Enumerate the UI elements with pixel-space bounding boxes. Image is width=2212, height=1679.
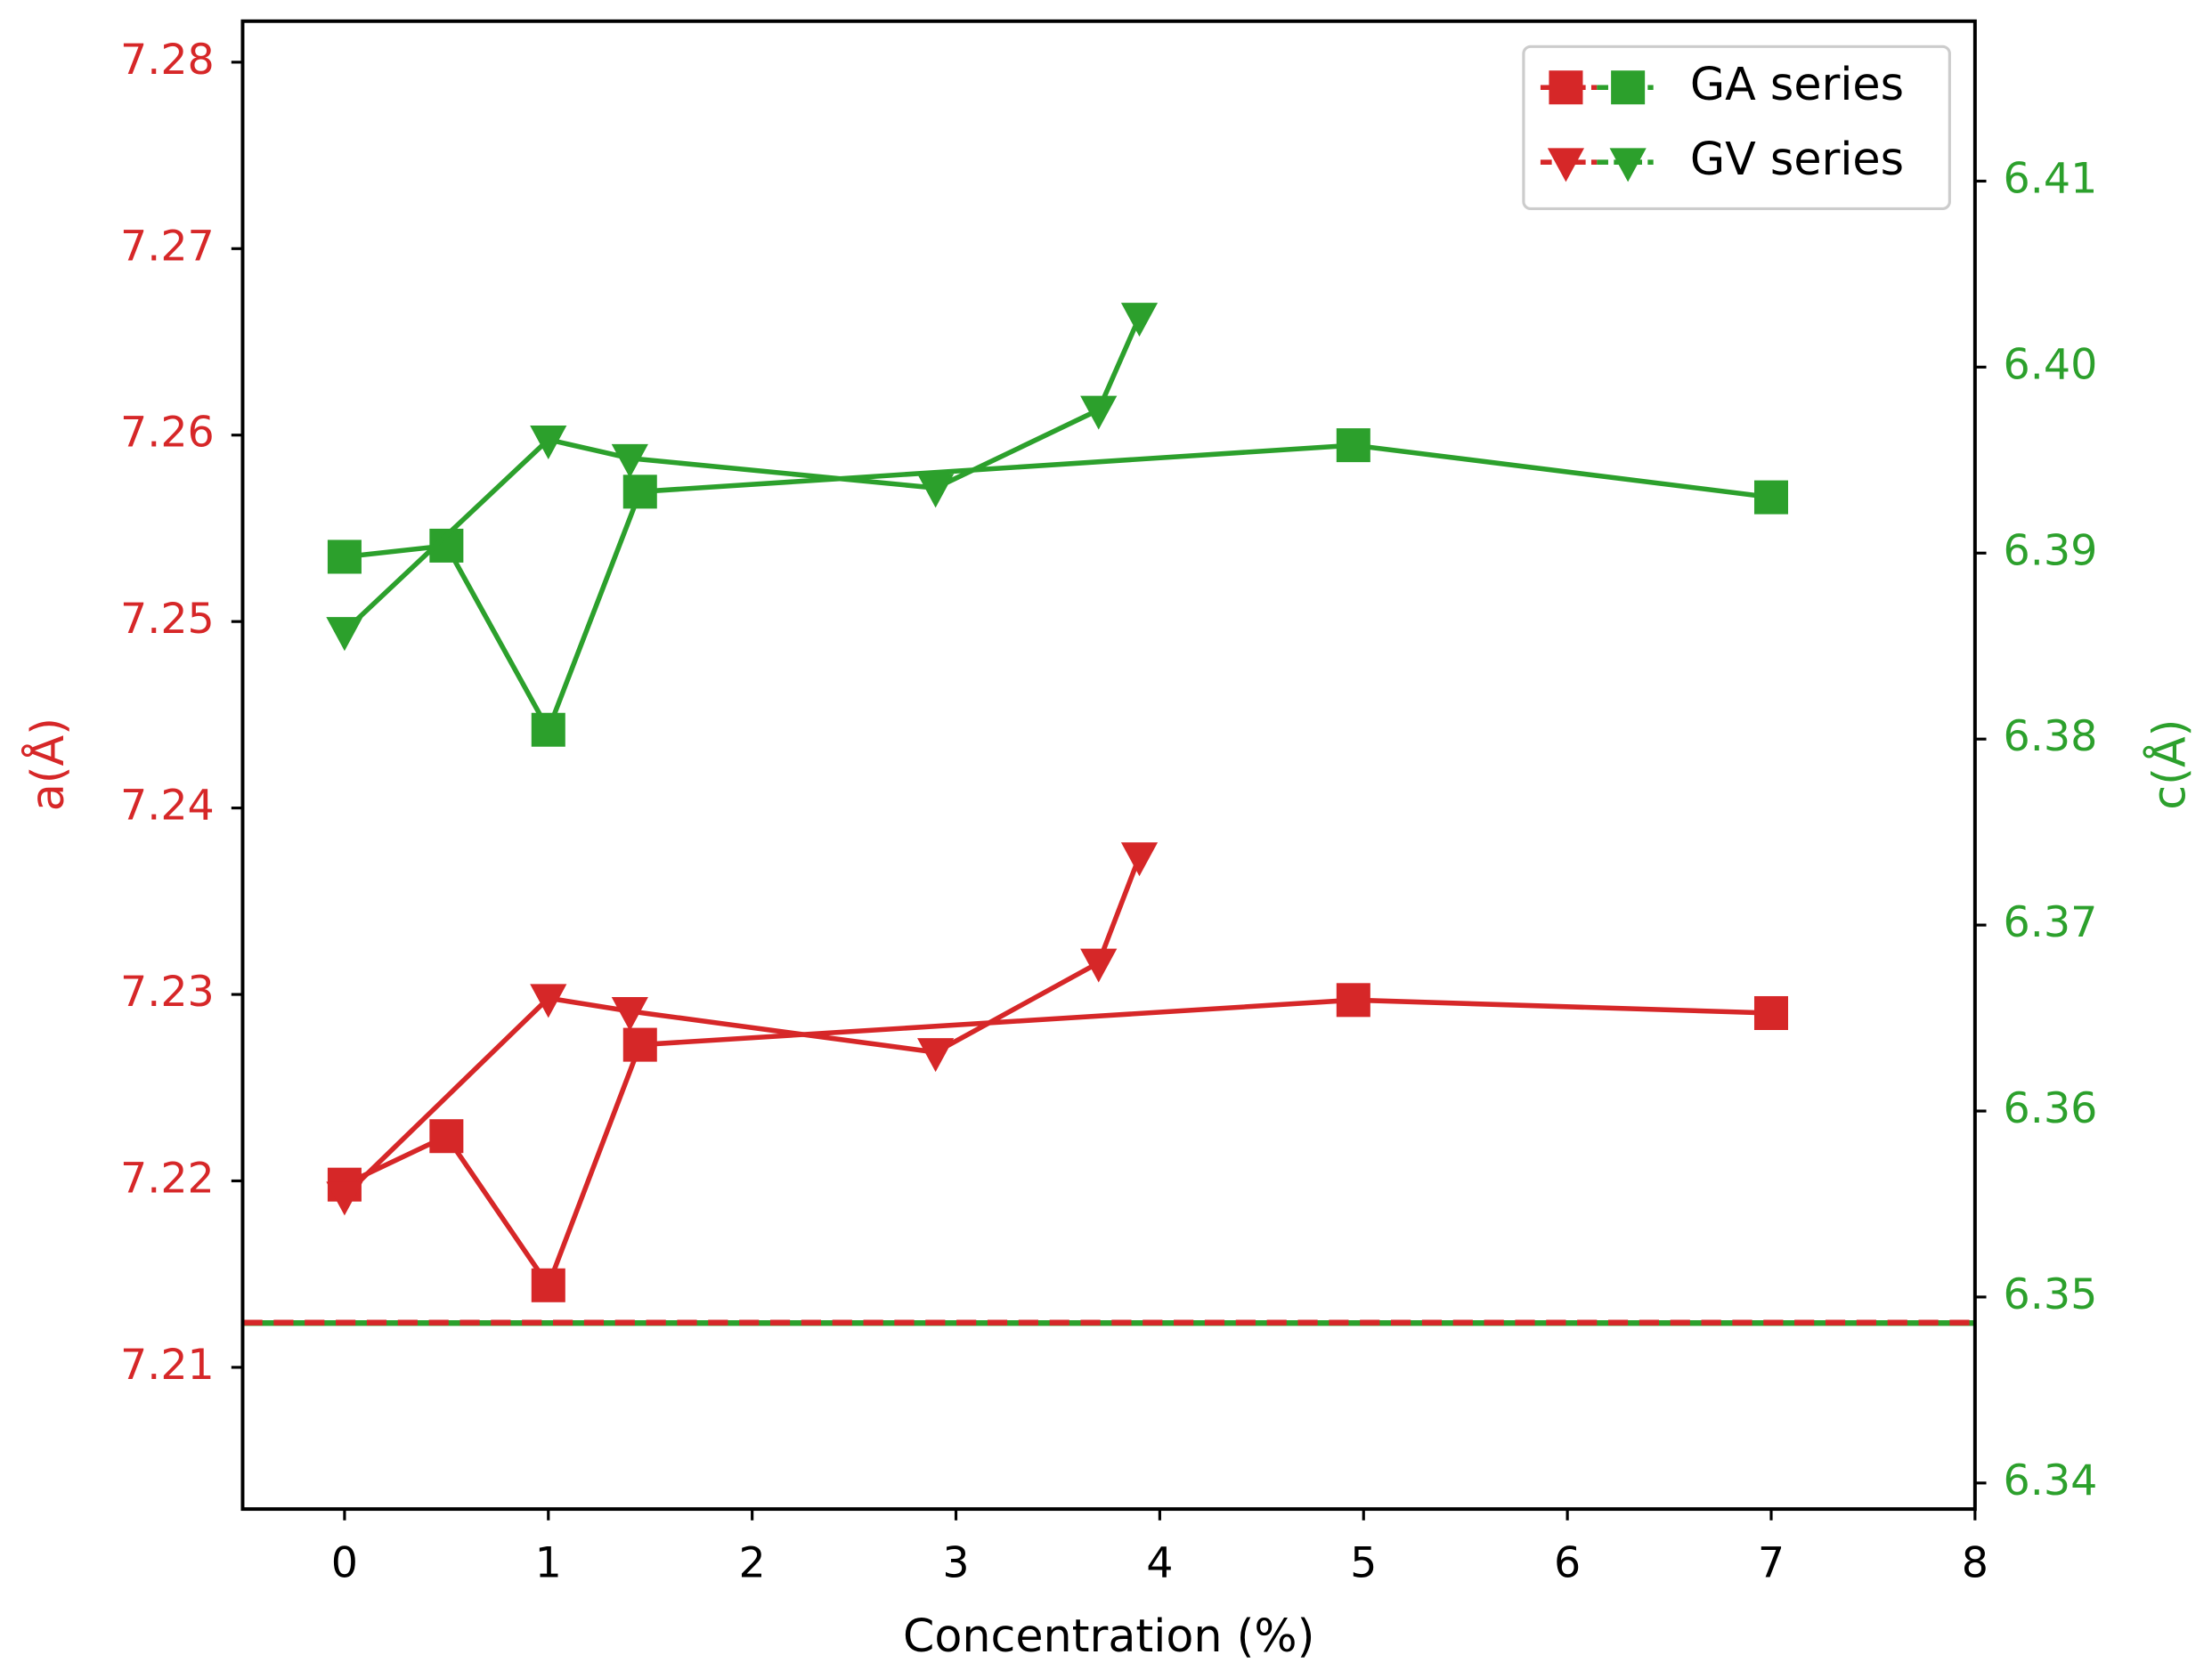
marker	[327, 539, 362, 574]
y2-tick-label: 6.34	[2004, 1456, 2098, 1505]
legend-marker	[1547, 148, 1585, 182]
marker	[917, 1038, 955, 1073]
marker	[530, 984, 567, 1018]
legend-marker	[1611, 70, 1646, 105]
y-tick-label: 7.22	[120, 1154, 215, 1203]
y2-tick-label: 6.39	[2004, 526, 2098, 575]
x-tick-label: 5	[1350, 1538, 1377, 1587]
x-tick-label: 3	[942, 1538, 969, 1587]
series-line	[342, 856, 1143, 1198]
marker	[530, 425, 567, 460]
x-tick-label: 2	[739, 1538, 766, 1587]
y2-axis-label: c(Å)	[2142, 719, 2196, 810]
legend-marker	[1549, 70, 1583, 105]
y-tick-label: 7.21	[120, 1341, 215, 1390]
y2-tick-label: 6.35	[2004, 1270, 2098, 1319]
plot-frame	[240, 19, 1977, 1512]
legend-label: GA series	[1690, 58, 1904, 110]
series-line	[343, 315, 1143, 634]
x-tick-label: 4	[1146, 1538, 1173, 1587]
marker	[1336, 428, 1370, 463]
legend-entry: GV series	[1540, 133, 1904, 185]
y-tick-label: 7.24	[120, 782, 215, 831]
marker	[622, 1027, 657, 1062]
marker	[1120, 842, 1159, 877]
y-axis-label: a(Å)	[20, 718, 74, 811]
marker	[1080, 948, 1118, 983]
marker	[1120, 303, 1159, 337]
y-tick-label: 7.25	[120, 595, 215, 644]
y-tick-label: 7.23	[120, 968, 215, 1017]
marker	[1753, 995, 1788, 1030]
x-tick-label: 6	[1554, 1538, 1581, 1587]
marker	[917, 474, 955, 508]
legend-marker	[1609, 148, 1647, 182]
x-tick-label: 1	[535, 1538, 562, 1587]
legend-entry: GA series	[1540, 58, 1904, 110]
marker	[326, 1181, 363, 1216]
x-axis-label: Concentration (%)	[903, 1610, 1314, 1662]
marker	[622, 474, 657, 509]
marker	[429, 1119, 464, 1154]
series-line	[343, 997, 1772, 1291]
marker	[1753, 480, 1788, 515]
marker	[326, 617, 363, 652]
marker	[1336, 983, 1370, 1018]
x-tick-label: 8	[1962, 1538, 1988, 1587]
y-tick-label: 7.26	[120, 409, 215, 458]
marker	[531, 712, 565, 747]
marker	[611, 997, 648, 1032]
y-tick-label: 7.28	[120, 36, 215, 85]
x-tick-label: 7	[1758, 1538, 1785, 1587]
y2-tick-label: 6.36	[2004, 1084, 2098, 1133]
series-line	[344, 442, 1772, 736]
y2-tick-label: 6.41	[2004, 154, 2098, 203]
y-tick-label: 7.27	[120, 222, 215, 271]
y2-tick-label: 6.40	[2004, 340, 2098, 389]
y2-tick-label: 6.38	[2004, 712, 2098, 761]
marker	[531, 1268, 565, 1302]
x-tick-label: 0	[331, 1538, 358, 1587]
y2-tick-label: 6.37	[2004, 898, 2098, 947]
marker	[1080, 395, 1118, 430]
legend-label: GV series	[1690, 133, 1904, 185]
marker	[611, 443, 648, 478]
